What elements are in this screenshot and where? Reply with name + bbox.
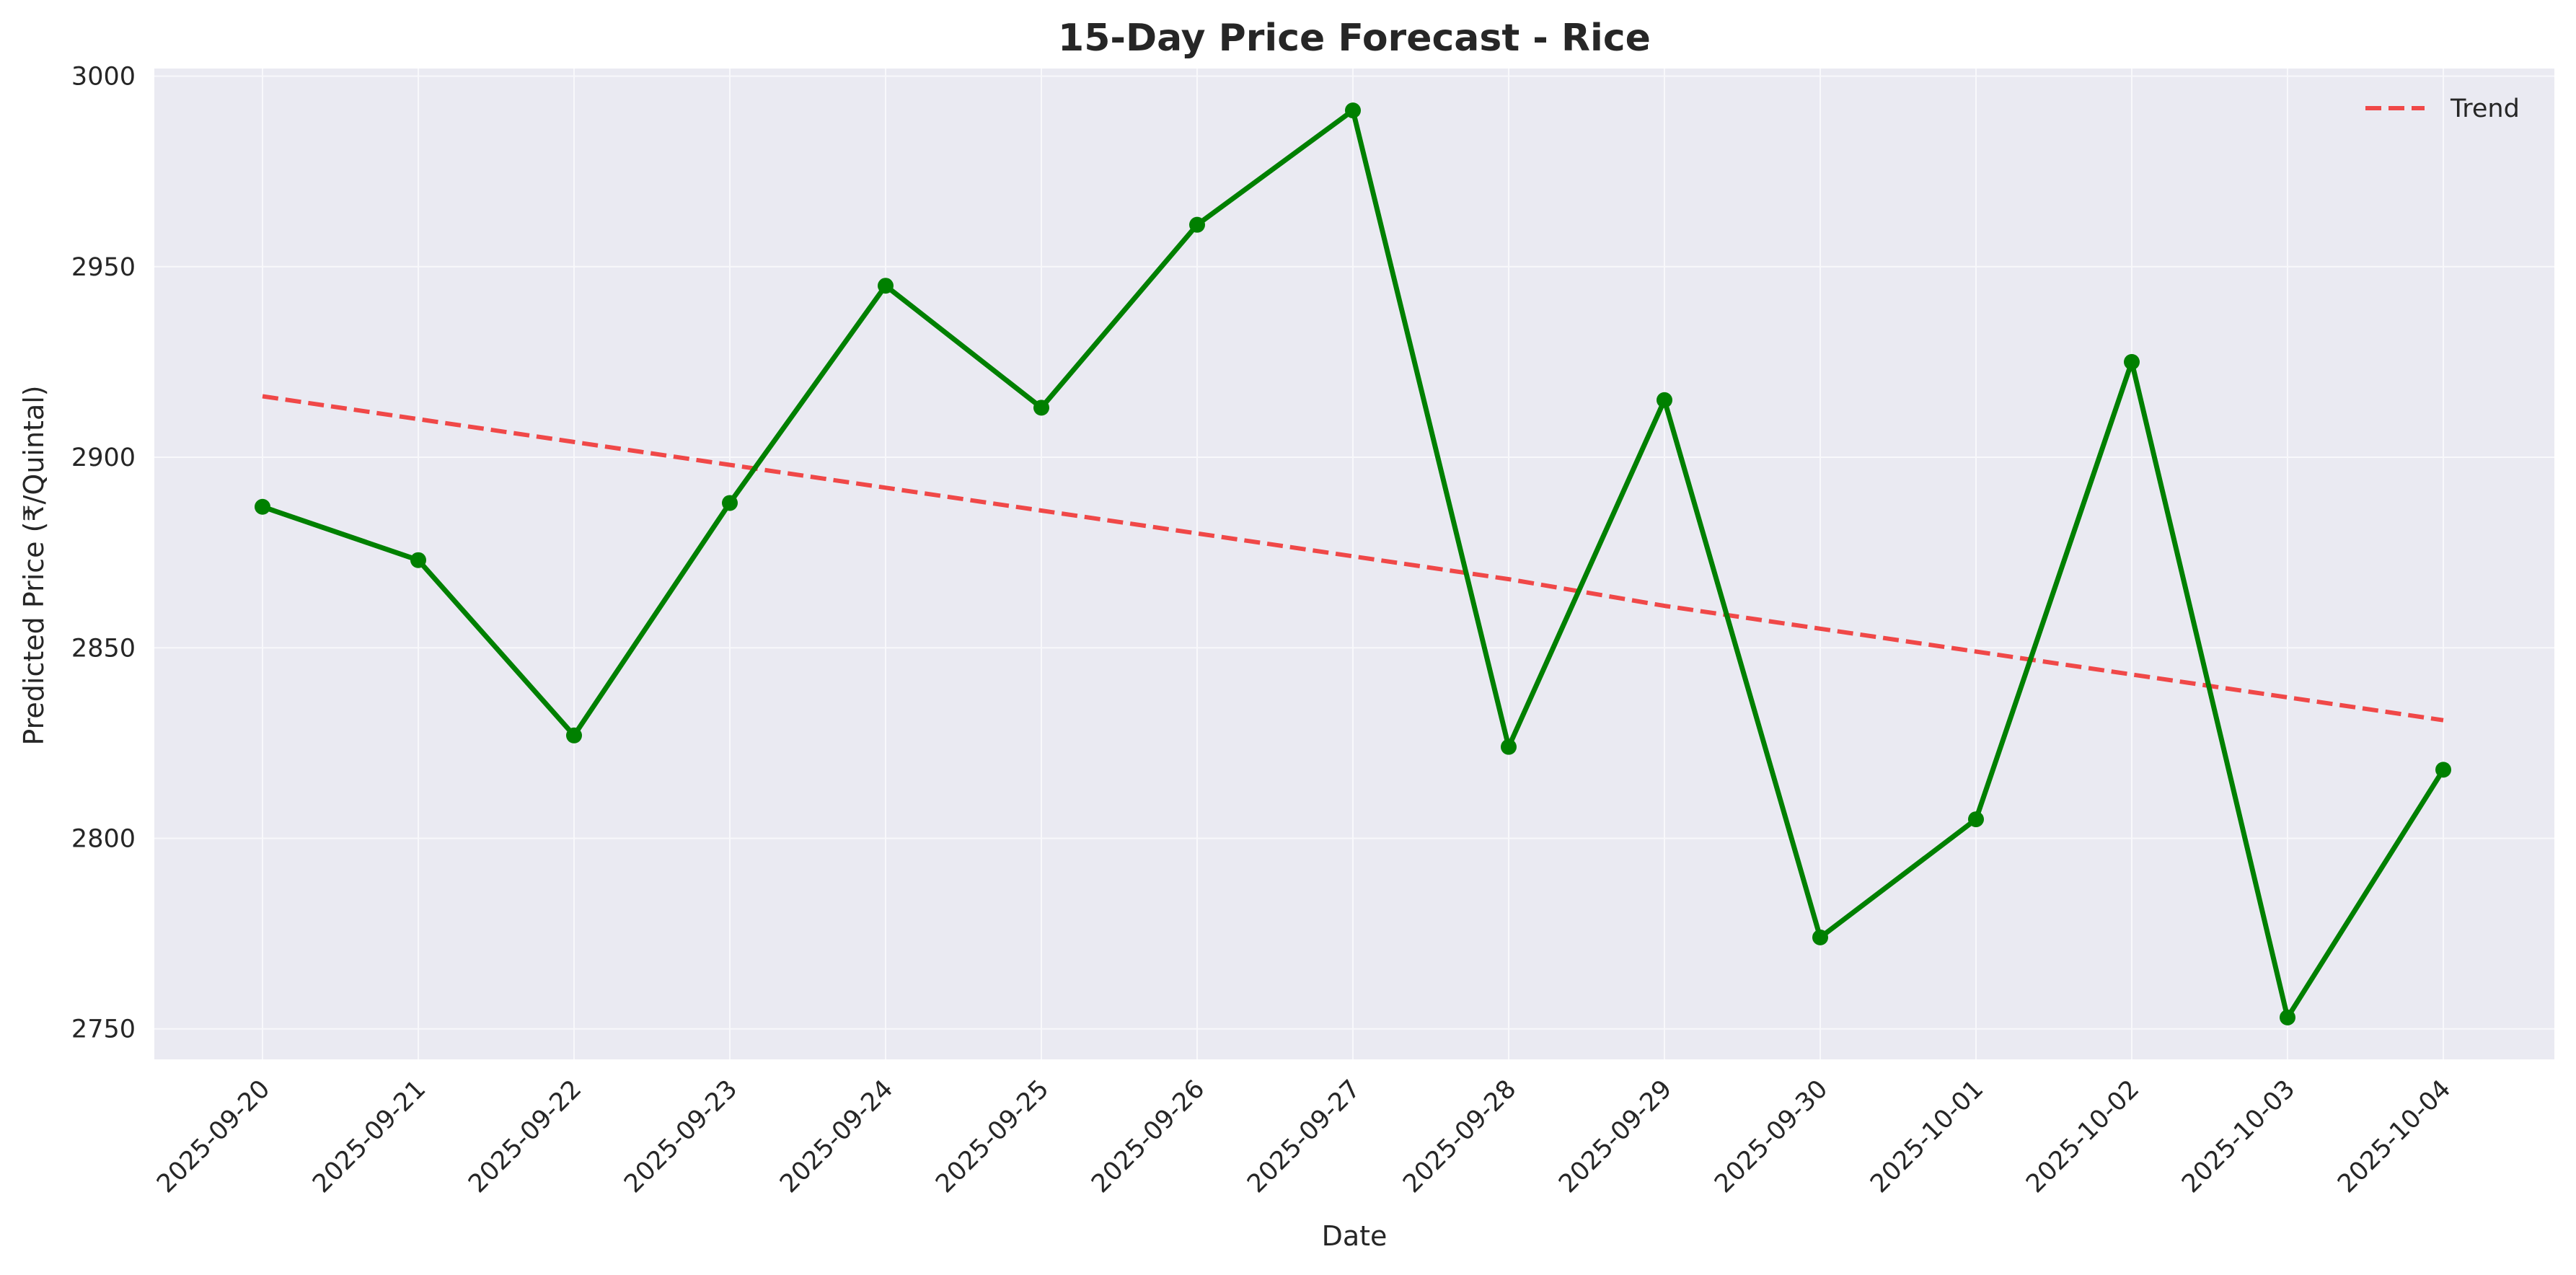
x-tick-label: 2025-09-29 xyxy=(1553,1075,1677,1199)
grid-lines xyxy=(154,69,2554,1059)
price-point xyxy=(1812,929,1828,945)
price-point xyxy=(410,552,426,568)
x-tick-label: 2025-10-04 xyxy=(2332,1075,2456,1199)
y-tick-label: 3000 xyxy=(71,63,136,92)
x-tick-label: 2025-10-01 xyxy=(1865,1075,1989,1199)
price-point xyxy=(1657,392,1672,408)
y-axis-label: Predicted Price (₹/Quintal) xyxy=(18,385,50,745)
legend-trend-label: Trend xyxy=(2450,94,2520,123)
price-point xyxy=(1345,102,1361,119)
x-tick-label: 2025-09-27 xyxy=(1242,1075,1366,1199)
price-point xyxy=(722,495,738,511)
x-tick-label: 2025-09-25 xyxy=(930,1075,1054,1199)
y-tick-label: 2850 xyxy=(71,634,136,663)
y-tick-label: 2950 xyxy=(71,253,136,282)
plot-area xyxy=(154,69,2554,1059)
y-tick-label: 2800 xyxy=(71,824,136,853)
price-point xyxy=(255,498,270,515)
y-tick-label: 2750 xyxy=(71,1015,136,1044)
x-tick-label: 2025-09-22 xyxy=(463,1075,587,1199)
y-tick-label: 2900 xyxy=(71,444,136,472)
price-point xyxy=(1033,400,1049,416)
x-tick-label: 2025-09-20 xyxy=(151,1075,275,1199)
price-point xyxy=(1968,811,1984,828)
x-tick-label: 2025-10-02 xyxy=(2021,1075,2145,1199)
x-tick-labels: 2025-09-20 2025-09-21 2025-09-22 2025-09-23… xyxy=(151,1075,2456,1199)
legend: Trend xyxy=(2365,94,2520,123)
price-point xyxy=(566,727,582,744)
price-point xyxy=(2124,353,2140,370)
trend-line xyxy=(262,394,2444,723)
price-point xyxy=(2280,1009,2295,1025)
price-point xyxy=(1501,738,1517,755)
x-tick-label: 2025-09-23 xyxy=(619,1075,743,1199)
x-tick-label: 2025-10-03 xyxy=(2176,1075,2301,1199)
x-tick-label: 2025-09-26 xyxy=(1086,1075,1210,1199)
price-point xyxy=(878,278,894,294)
price-point xyxy=(2435,762,2451,778)
x-tick-label: 2025-09-21 xyxy=(307,1075,431,1199)
chart-title: 15-Day Price Forecast - Rice xyxy=(1058,17,1651,60)
x-axis-label: Date xyxy=(1322,1220,1388,1252)
y-tick-labels: 2750 2800 2850 2900 2950 3000 xyxy=(71,63,136,1044)
x-tick-label: 2025-09-30 xyxy=(1709,1075,1833,1199)
series-group xyxy=(255,102,2451,1025)
x-tick-label: 2025-09-28 xyxy=(1398,1075,1522,1199)
x-tick-label: 2025-09-24 xyxy=(775,1075,899,1199)
price-point xyxy=(1189,216,1205,233)
